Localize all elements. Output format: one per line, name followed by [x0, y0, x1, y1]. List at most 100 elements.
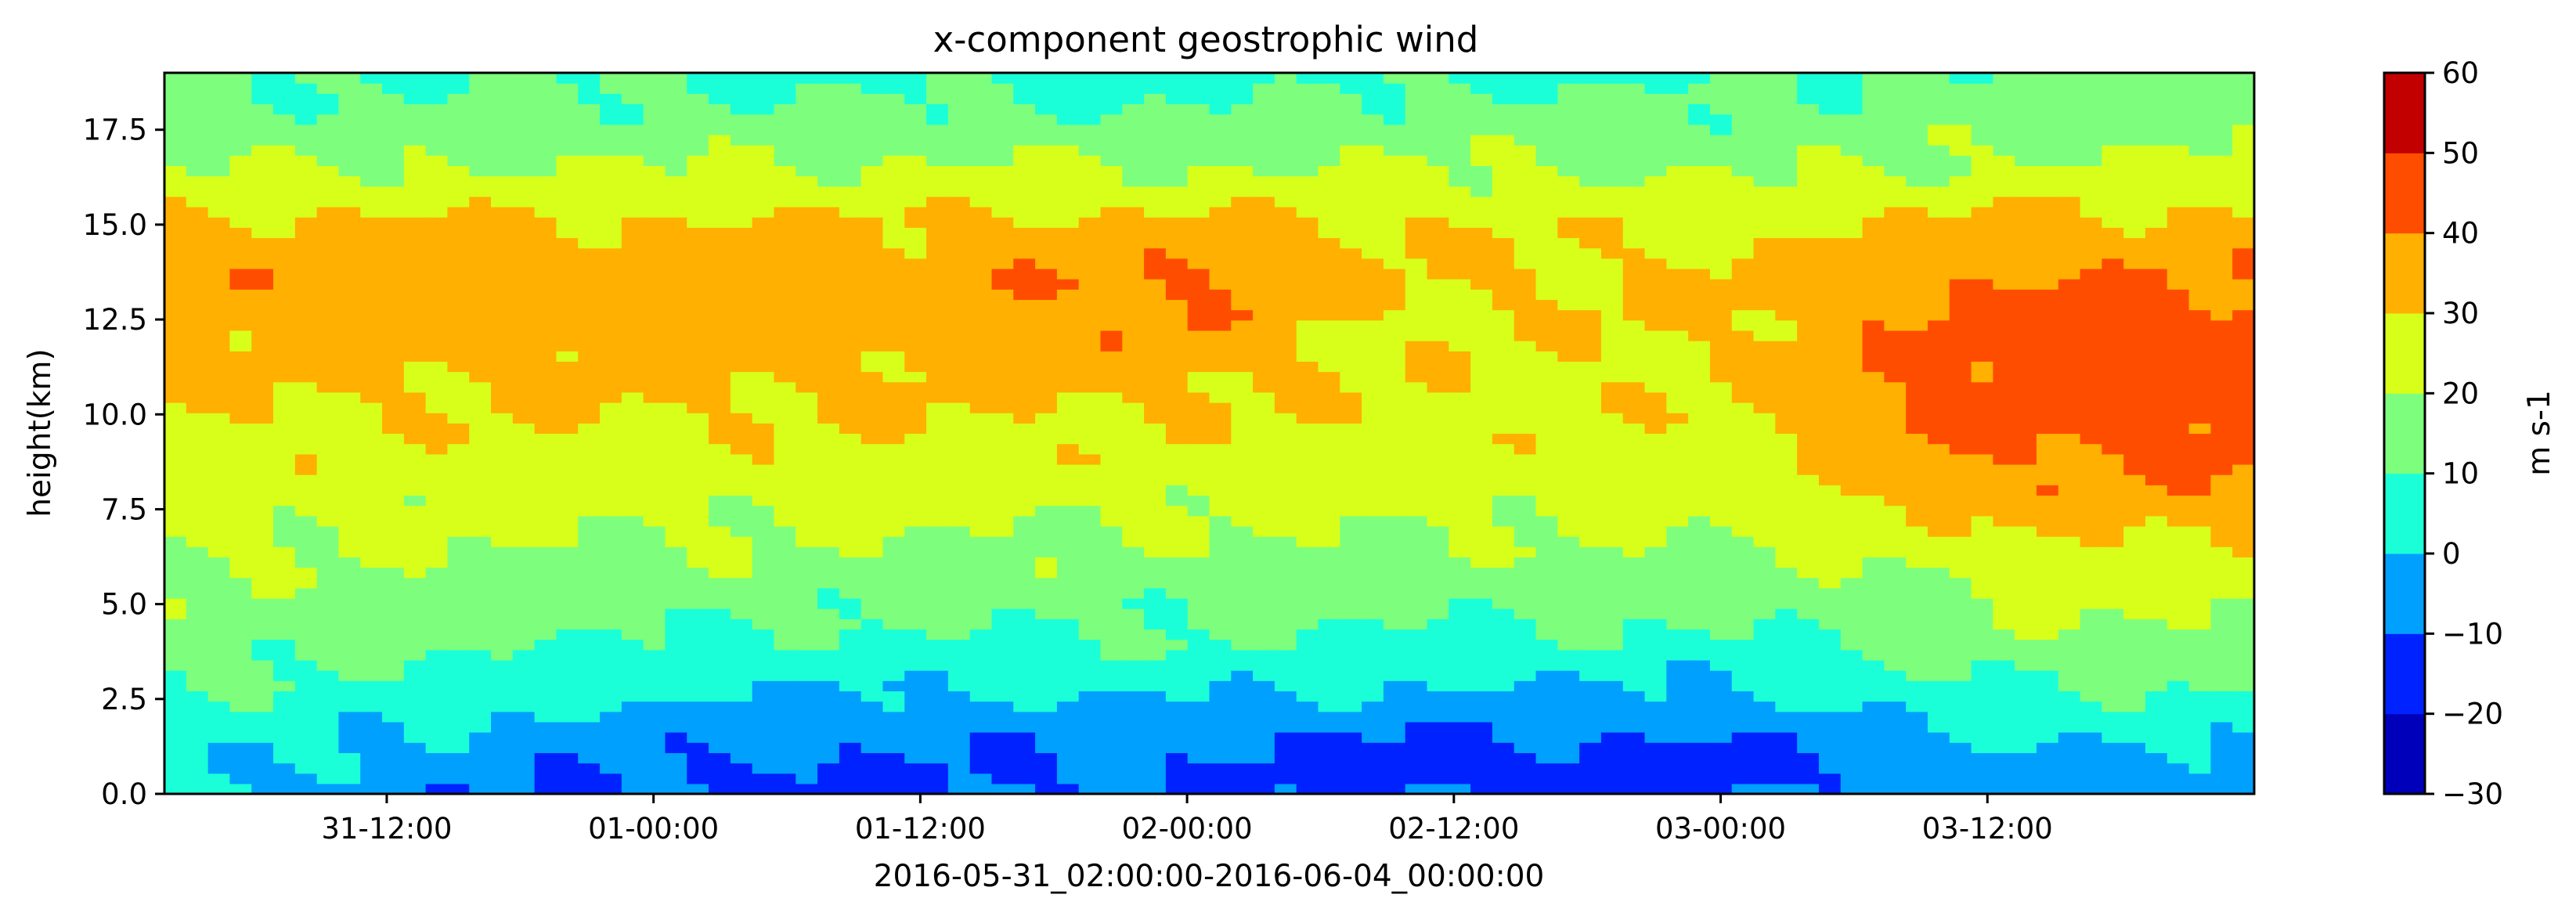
contour-cell [1600, 155, 1624, 167]
contour-cell [403, 351, 427, 362]
contour-cell [251, 463, 274, 475]
contour-cell [1449, 309, 1471, 321]
contour-cell [164, 463, 187, 475]
contour-cell [273, 649, 296, 661]
contour-cell [403, 227, 427, 239]
contour-cell [1165, 402, 1189, 413]
contour-cell [1209, 433, 1232, 445]
contour-cell [447, 608, 470, 619]
contour-cell [1579, 134, 1602, 146]
contour-cell [1688, 186, 1711, 197]
contour-cell [600, 546, 622, 557]
contour-cell [294, 309, 318, 321]
contour-cell [947, 114, 971, 125]
contour-cell [1513, 453, 1537, 465]
contour-cell [1535, 268, 1558, 279]
contour-cell [1644, 309, 1667, 321]
contour-cell [687, 186, 709, 197]
contour-cell [1035, 391, 1058, 403]
contour-cell [1492, 299, 1515, 311]
contour-cell [839, 649, 862, 661]
contour-cell [926, 402, 949, 413]
contour-cell [578, 341, 601, 352]
contour-cell [1557, 557, 1580, 568]
contour-cell [534, 124, 557, 135]
contour-cell [687, 155, 709, 167]
contour-cell [1056, 567, 1080, 579]
contour-cell [1513, 536, 1537, 547]
contour-cell [687, 701, 709, 712]
contour-cell [251, 145, 274, 156]
contour-cell [926, 463, 949, 475]
contour-cell [1383, 175, 1406, 187]
contour-cell [969, 680, 993, 692]
contour-cell [621, 752, 644, 764]
contour-cell [469, 351, 492, 362]
contour-cell [1405, 309, 1428, 321]
contour-cell [643, 474, 666, 485]
contour-cell [1165, 463, 1189, 475]
contour-cell [207, 351, 231, 362]
contour-cell [1013, 536, 1036, 547]
contour-cell [1122, 299, 1145, 311]
contour-cell [1296, 742, 1319, 753]
contour-cell [251, 196, 274, 207]
contour-cell [207, 319, 231, 331]
contour-cell [360, 598, 383, 609]
contour-cell [534, 525, 557, 537]
contour-cell [947, 371, 971, 383]
contour-cell [1253, 515, 1275, 527]
contour-cell [1035, 433, 1058, 445]
contour-cell [1100, 536, 1123, 547]
contour-cell [752, 351, 775, 362]
contour-cell [1427, 670, 1449, 681]
contour-cell [665, 525, 687, 537]
contour-cell [1078, 433, 1102, 445]
contour-cell [1622, 752, 1646, 764]
contour-cell [207, 577, 231, 589]
contour-cell [1470, 649, 1493, 661]
contour-cell [947, 515, 971, 527]
contour-cell [643, 752, 666, 764]
contour-cell [1209, 783, 1232, 794]
contour-cell [491, 330, 514, 341]
contour-cell [1492, 330, 1515, 341]
contour-cell [556, 351, 579, 362]
contour-cell [1318, 402, 1340, 413]
contour-cell [1600, 752, 1624, 764]
contour-cell [1535, 103, 1558, 115]
contour-cell [360, 443, 383, 455]
contour-cell [447, 73, 470, 84]
contour-cell [1644, 474, 1667, 485]
contour-cell [1340, 402, 1362, 413]
contour-cell [316, 237, 340, 249]
contour-cell [403, 763, 427, 774]
contour-cell [1644, 237, 1667, 249]
contour-cell [643, 319, 666, 331]
contour-cell [1013, 443, 1036, 455]
contour-cell [947, 567, 971, 579]
contour-cell [904, 752, 927, 764]
contour-cell [1056, 670, 1080, 681]
contour-cell [926, 742, 949, 753]
contour-cell [1078, 505, 1102, 517]
contour-cell [1427, 474, 1449, 485]
contour-cell [1144, 217, 1167, 228]
contour-cell [1383, 443, 1406, 455]
contour-cell [1513, 279, 1537, 290]
contour-cell [1644, 83, 1667, 94]
contour-cell [338, 124, 361, 135]
contour-cell [1579, 721, 1602, 733]
contour-cell [947, 546, 971, 557]
contour-cell [491, 145, 514, 156]
contour-cell [1165, 309, 1189, 321]
contour-cell [1274, 73, 1297, 84]
contour-cell [1144, 423, 1167, 435]
contour-cell [1296, 557, 1319, 568]
contour-cell [1035, 351, 1058, 362]
contour-cell [251, 351, 274, 362]
contour-cell [1253, 351, 1275, 362]
contour-cell [1557, 134, 1580, 146]
contour-cell [969, 649, 993, 661]
contour-cell [1405, 598, 1428, 609]
